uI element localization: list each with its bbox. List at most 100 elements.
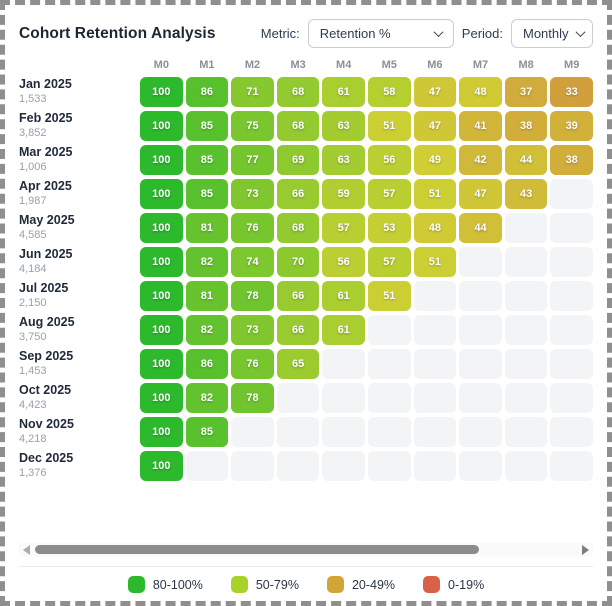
heatmap-cell[interactable]: 100 bbox=[140, 247, 183, 277]
heatmap-cell[interactable]: 41 bbox=[459, 111, 502, 141]
heatmap-cell[interactable]: 43 bbox=[504, 179, 548, 209]
heatmap-cell[interactable]: 63 bbox=[322, 111, 365, 141]
heatmap-cell[interactable]: 68 bbox=[276, 213, 320, 243]
heatmap-cell[interactable]: 57 bbox=[367, 179, 411, 209]
scroll-left-icon[interactable] bbox=[23, 544, 30, 555]
period-select[interactable]: Monthly bbox=[511, 19, 593, 48]
heatmap-cell[interactable]: 100 bbox=[140, 145, 183, 175]
legend-label: 20-49% bbox=[351, 577, 396, 592]
heatmap-cell[interactable]: 48 bbox=[459, 77, 502, 107]
heatmap-cell[interactable]: 100 bbox=[140, 451, 183, 481]
heatmap-cell[interactable]: 100 bbox=[140, 349, 183, 379]
heatmap-cell[interactable]: 78 bbox=[231, 281, 274, 311]
horizontal-scrollbar[interactable] bbox=[19, 543, 593, 556]
heatmap-cell[interactable]: 38 bbox=[504, 111, 548, 141]
column-header-m1: M1 bbox=[199, 59, 215, 71]
heatmap-cell[interactable]: 85 bbox=[185, 145, 229, 175]
heatmap-cell[interactable]: 47 bbox=[459, 179, 502, 209]
heatmap-cell[interactable]: 86 bbox=[185, 349, 229, 379]
heatmap-cell-empty bbox=[413, 315, 457, 345]
metric-select[interactable]: Retention % bbox=[307, 19, 454, 48]
heatmap-cell[interactable]: 66 bbox=[276, 281, 320, 311]
heatmap-cell[interactable]: 63 bbox=[322, 145, 365, 175]
heatmap-cell[interactable]: 51 bbox=[367, 111, 411, 141]
scrollbar-track[interactable] bbox=[35, 545, 577, 554]
heatmap-cell[interactable]: 77 bbox=[231, 145, 274, 175]
scroll-right-icon[interactable] bbox=[582, 544, 589, 555]
heatmap-cell[interactable]: 57 bbox=[367, 247, 411, 277]
heatmap-cell[interactable]: 68 bbox=[276, 77, 320, 107]
heatmap-cell[interactable]: 44 bbox=[504, 145, 548, 175]
heatmap-cell[interactable]: 73 bbox=[231, 315, 274, 345]
heatmap-cell[interactable]: 85 bbox=[185, 417, 229, 447]
heatmap-cell[interactable]: 85 bbox=[185, 179, 229, 209]
heatmap-cell-empty bbox=[550, 417, 593, 447]
period-select-value: Monthly bbox=[523, 26, 569, 41]
heatmap-cell[interactable]: 47 bbox=[413, 77, 457, 107]
table-row: Mar 2025 1,006 100 85 77 69 63 56 49 42 44 38 bbox=[19, 145, 593, 175]
heatmap-cell[interactable]: 81 bbox=[185, 213, 229, 243]
heatmap-cell[interactable]: 66 bbox=[276, 315, 320, 345]
heatmap-cell[interactable]: 49 bbox=[413, 145, 457, 175]
heatmap-cell[interactable]: 39 bbox=[550, 111, 593, 141]
heatmap-cell[interactable]: 78 bbox=[231, 383, 274, 413]
heatmap-cell[interactable]: 51 bbox=[413, 247, 457, 277]
heatmap-cell[interactable]: 65 bbox=[276, 349, 320, 379]
heatmap-cell[interactable]: 74 bbox=[231, 247, 274, 277]
heatmap-cell[interactable]: 69 bbox=[276, 145, 320, 175]
chevron-down-icon bbox=[433, 27, 444, 38]
heatmap-cell[interactable]: 61 bbox=[322, 77, 365, 107]
heatmap-cell[interactable]: 100 bbox=[140, 111, 183, 141]
cohort-month: Dec 2025 bbox=[19, 451, 74, 466]
heatmap-cell[interactable]: 86 bbox=[185, 77, 229, 107]
heatmap-cell[interactable]: 100 bbox=[140, 383, 183, 413]
heatmap-cell[interactable]: 100 bbox=[140, 315, 183, 345]
heatmap-cell[interactable]: 68 bbox=[276, 111, 320, 141]
heatmap-cell[interactable]: 82 bbox=[185, 247, 229, 277]
heatmap-cell[interactable]: 73 bbox=[231, 179, 274, 209]
heatmap-cell[interactable]: 61 bbox=[322, 315, 365, 345]
heatmap-cell[interactable]: 51 bbox=[367, 281, 411, 311]
heatmap-cell[interactable]: 58 bbox=[367, 77, 411, 107]
heatmap-cell[interactable]: 75 bbox=[231, 111, 274, 141]
heatmap-cell-empty bbox=[504, 247, 548, 277]
legend-item: 20-49% bbox=[326, 576, 396, 593]
heatmap-cell[interactable]: 81 bbox=[185, 281, 229, 311]
heatmap-cell[interactable]: 66 bbox=[276, 179, 320, 209]
heatmap-cell[interactable]: 33 bbox=[550, 77, 593, 107]
heatmap-cell[interactable]: 76 bbox=[231, 213, 274, 243]
heatmap-cell[interactable]: 71 bbox=[231, 77, 274, 107]
heatmap-cell[interactable]: 100 bbox=[140, 77, 183, 107]
heatmap-cell[interactable]: 100 bbox=[140, 213, 183, 243]
heatmap-cell-empty bbox=[550, 383, 593, 413]
heatmap-cell[interactable]: 42 bbox=[459, 145, 502, 175]
heatmap-cell-empty bbox=[185, 451, 229, 481]
heatmap-cell-empty bbox=[459, 247, 502, 277]
cohort-month: Sep 2025 bbox=[19, 349, 74, 364]
heatmap-cell[interactable]: 100 bbox=[140, 417, 183, 447]
heatmap-cell[interactable]: 82 bbox=[185, 383, 229, 413]
heatmap-cell[interactable]: 51 bbox=[413, 179, 457, 209]
heatmap-cell[interactable]: 70 bbox=[276, 247, 320, 277]
heatmap-cell[interactable]: 37 bbox=[504, 77, 548, 107]
heatmap-cell[interactable]: 100 bbox=[140, 281, 183, 311]
heatmap-cell[interactable]: 38 bbox=[550, 145, 593, 175]
heatmap-cell[interactable]: 47 bbox=[413, 111, 457, 141]
heatmap-cell[interactable]: 44 bbox=[459, 213, 502, 243]
heatmap-cell[interactable]: 100 bbox=[140, 179, 183, 209]
heatmap-cell[interactable]: 76 bbox=[231, 349, 274, 379]
heatmap-cell[interactable]: 59 bbox=[322, 179, 365, 209]
heatmap-cell[interactable]: 56 bbox=[367, 145, 411, 175]
heatmap-cell[interactable]: 57 bbox=[322, 213, 365, 243]
widget-header: Cohort Retention Analysis Metric: Retent… bbox=[19, 19, 593, 48]
heatmap-cell[interactable]: 56 bbox=[322, 247, 365, 277]
heatmap-cell[interactable]: 48 bbox=[413, 213, 457, 243]
scrollbar-thumb[interactable] bbox=[35, 545, 480, 554]
heatmap-cell-empty bbox=[367, 451, 411, 481]
heatmap-cell[interactable]: 85 bbox=[185, 111, 229, 141]
heatmap-cell[interactable]: 61 bbox=[322, 281, 365, 311]
heatmap-cell[interactable]: 53 bbox=[367, 213, 411, 243]
heatmap-cell[interactable]: 82 bbox=[185, 315, 229, 345]
metric-label: Metric: bbox=[260, 26, 300, 41]
metric-select-value: Retention % bbox=[319, 26, 391, 41]
